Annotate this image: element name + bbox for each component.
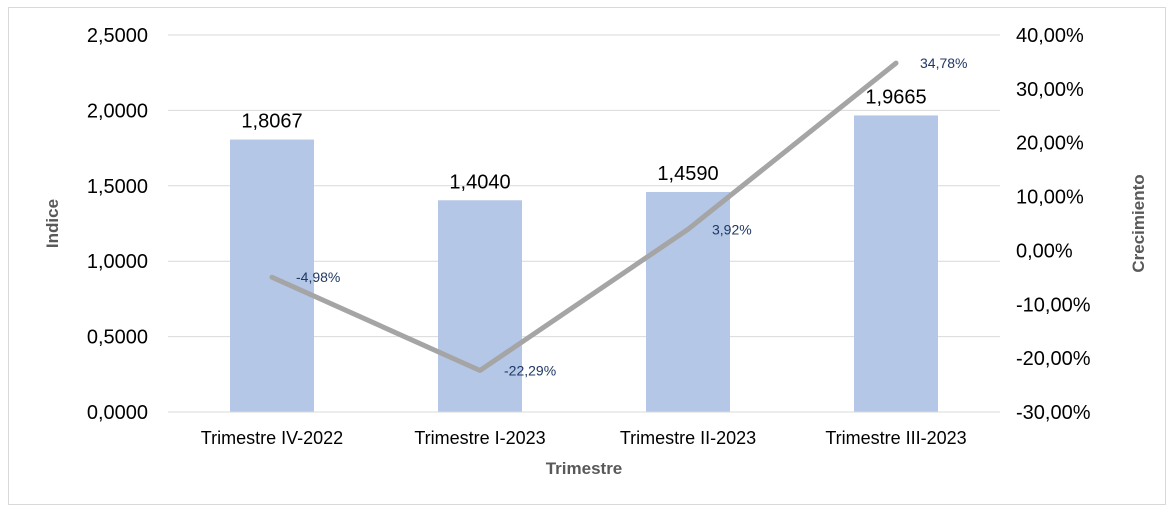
y2-tick-label: 20,00% — [1016, 133, 1084, 155]
y-tick-label: 2,0000 — [87, 100, 148, 122]
y2-tick-label: -20,00% — [1016, 348, 1091, 370]
y2-tick-label: 0,00% — [1016, 240, 1073, 262]
x-axis-title: Trimestre — [546, 459, 623, 478]
y-tick-label: 1,5000 — [87, 176, 148, 198]
bar — [854, 115, 938, 413]
axes: 0,0000 0,5000 1,0000 1,5000 2,0000 2,5000 -30,… — [87, 25, 1091, 448]
line-data-label: 3,92% — [712, 221, 752, 237]
y-axis-title: Indice — [43, 199, 62, 248]
growth-line — [269, 60, 899, 373]
y2-tick-label: -30,00% — [1016, 402, 1091, 424]
x-tick-label: Trimestre I-2023 — [414, 428, 545, 448]
bar-data-label: 1,9665 — [865, 86, 926, 108]
y2-tick-label: 30,00% — [1016, 79, 1084, 101]
y2-tick-label: 40,00% — [1016, 25, 1084, 47]
x-tick-label: Trimestre II-2023 — [620, 428, 756, 448]
y-tick-label: 0,0000 — [87, 402, 148, 424]
y-tick-label: 1,0000 — [87, 251, 148, 273]
chart-area — [8, 7, 1166, 505]
bar-data-label: 1,4040 — [449, 171, 510, 193]
y2-tick-label: 10,00% — [1016, 187, 1084, 209]
y-tick-label: 2,5000 — [87, 25, 148, 47]
x-tick-label: Trimestre III-2023 — [825, 428, 966, 448]
line-series — [269, 60, 899, 373]
data-labels: 1,8067 1,4040 1,4590 1,9665 -4,98% -22,29% 3,9… — [241, 55, 967, 378]
line-data-label: 34,78% — [920, 55, 967, 71]
bar-data-label: 1,8067 — [241, 111, 302, 133]
y2-axis-title: Crecimiento — [1129, 174, 1148, 272]
x-tick-label: Trimestre IV-2022 — [201, 428, 343, 448]
bar-data-label: 1,4590 — [657, 163, 718, 185]
bar — [438, 200, 522, 412]
line-data-label: -22,29% — [504, 362, 556, 378]
line-data-label: -4,98% — [296, 269, 340, 285]
bar-series — [230, 115, 938, 413]
y-tick-label: 0,5000 — [87, 327, 148, 349]
y2-tick-label: -10,00% — [1016, 294, 1091, 316]
